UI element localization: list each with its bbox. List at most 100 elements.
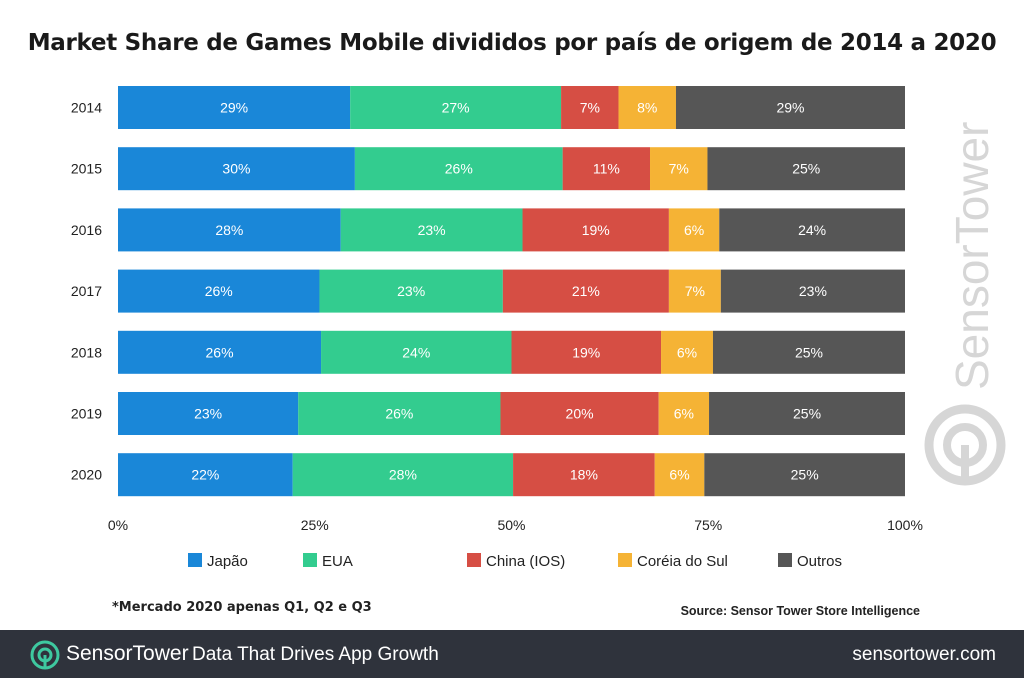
bar-segment (513, 453, 655, 497)
x-tick-label: 75% (694, 517, 722, 533)
data-label: 26% (206, 344, 234, 360)
year-label: 2015 (71, 161, 102, 177)
bar-segment (292, 453, 514, 497)
data-label: 6% (684, 222, 704, 238)
bar-segment (668, 269, 721, 313)
legend-label: Outros (797, 553, 842, 570)
data-label: 19% (572, 344, 600, 360)
data-label: 23% (799, 283, 827, 299)
footer-brand-sensor: Sensor (66, 642, 133, 665)
data-label: 20% (566, 406, 594, 422)
year-label: 2017 (71, 283, 102, 299)
legend-label: EUA (322, 553, 353, 570)
data-label: 24% (798, 222, 826, 238)
bar-segment (650, 147, 708, 191)
legend-swatch (618, 553, 632, 567)
bar-segment (502, 269, 669, 313)
bar-segment (720, 269, 905, 313)
data-label: 23% (397, 283, 425, 299)
bar-segment (118, 269, 320, 313)
data-label: 25% (793, 406, 821, 422)
bar-segment (709, 392, 905, 435)
year-label: 2016 (71, 222, 102, 238)
data-label: 23% (418, 222, 446, 238)
bar-segment (618, 86, 676, 129)
data-label: 19% (582, 222, 610, 238)
footer-brand-tower: Tower (132, 642, 189, 665)
data-label: 23% (194, 406, 222, 422)
bar-segment (118, 392, 299, 435)
data-label: 6% (669, 467, 689, 483)
legend-label: China (IOS) (486, 553, 565, 570)
stacked-bar-chart: 2014 29% 27% 7% 8% 29% 2015 30% 26% 11% 7% 25% 2016 2… (71, 86, 923, 570)
sensortower-logo-icon (30, 640, 60, 670)
bar-segment (661, 330, 713, 374)
bar-segment (319, 269, 503, 313)
bar-segment (562, 147, 651, 191)
legend-label: Japão (207, 553, 248, 570)
data-label: 7% (669, 161, 689, 177)
data-label: 22% (191, 467, 219, 483)
data-label: 24% (402, 344, 430, 360)
bar-segment (654, 453, 705, 497)
chart-title: Market Share de Games Mobile divididos p… (27, 30, 997, 56)
bar-segment (340, 208, 523, 252)
year-label: 2018 (71, 344, 102, 360)
data-label: 25% (791, 467, 819, 483)
legend-label: Coréia do Sul (637, 553, 728, 570)
x-tick-label: 100% (887, 517, 923, 533)
legend-swatch (303, 553, 317, 567)
bar-segment (298, 392, 501, 435)
data-label: 30% (222, 161, 250, 177)
data-label: 29% (220, 100, 248, 116)
x-tick-label: 0% (108, 517, 128, 533)
bar-segment (321, 330, 512, 374)
data-label: 29% (776, 100, 804, 116)
footer-site-link[interactable]: sensortower.com (852, 644, 996, 665)
bar-segment (712, 330, 905, 374)
legend-swatch (778, 553, 792, 567)
data-label: 26% (385, 406, 413, 422)
data-label: 28% (389, 467, 417, 483)
bar-segment (719, 208, 905, 252)
data-label: 18% (570, 467, 598, 483)
data-label: 28% (215, 222, 243, 238)
data-label: 11% (593, 161, 620, 177)
bar-segment (354, 147, 563, 191)
footer-brand: SensorTower (66, 642, 189, 666)
data-label: 21% (572, 283, 600, 299)
bar-segment (658, 392, 710, 435)
legend-swatch (467, 553, 481, 567)
bar-segment (118, 330, 322, 374)
data-label: 25% (795, 344, 823, 360)
source-text: Source: Sensor Tower Store Intelligence (680, 604, 920, 618)
bar-segment (118, 208, 341, 252)
bar-segment (704, 453, 905, 497)
bar-segment (500, 392, 659, 435)
x-tick-label: 25% (301, 517, 329, 533)
bar-segment (668, 208, 720, 252)
x-tick-label: 50% (497, 517, 525, 533)
watermark-text: SensorTower (946, 122, 998, 390)
bar-segment (118, 147, 355, 191)
data-label: 7% (685, 283, 705, 299)
bar-segment (707, 147, 905, 191)
bar-segment (561, 86, 619, 129)
bar-segment (118, 86, 351, 129)
watermark-logo-icon (924, 404, 1006, 486)
data-label: 6% (674, 406, 694, 422)
data-label: 8% (637, 100, 657, 116)
bar-segment (522, 208, 669, 252)
year-label: 2014 (71, 100, 102, 116)
year-label: 2020 (71, 467, 102, 483)
footer-bar: SensorTower Data That Drives App Growth … (0, 630, 1024, 678)
data-label: 26% (445, 161, 473, 177)
data-label: 6% (677, 344, 697, 360)
year-label: 2019 (71, 406, 102, 422)
bar-segment (511, 330, 662, 374)
data-label: 25% (792, 161, 820, 177)
data-label: 27% (442, 100, 470, 116)
data-label: 7% (580, 100, 600, 116)
legend-swatch (188, 553, 202, 567)
footer-tagline: Data That Drives App Growth (192, 644, 439, 665)
